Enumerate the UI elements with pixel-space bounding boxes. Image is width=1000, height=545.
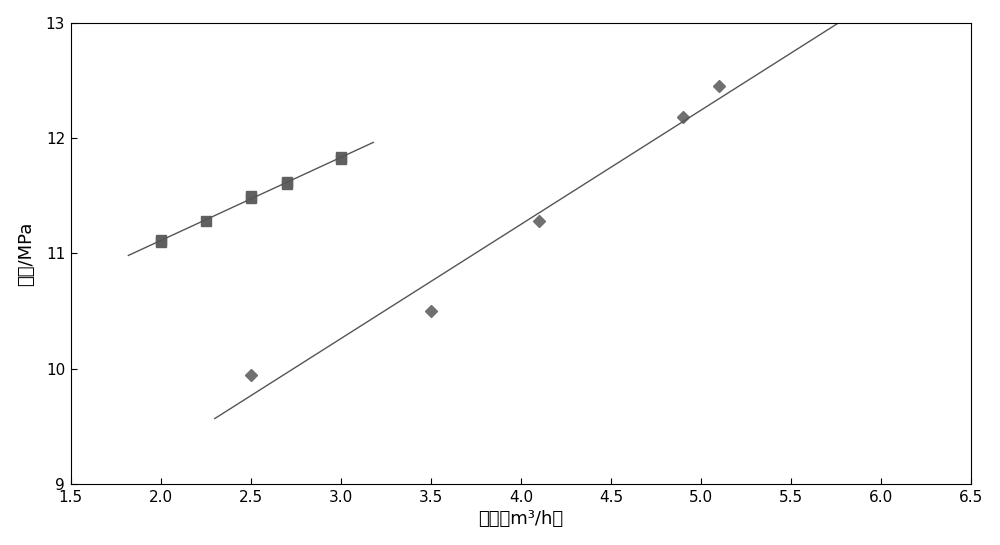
Y-axis label: 压力/MPa: 压力/MPa	[17, 221, 35, 286]
X-axis label: 排量（m³/h）: 排量（m³/h）	[478, 510, 564, 528]
